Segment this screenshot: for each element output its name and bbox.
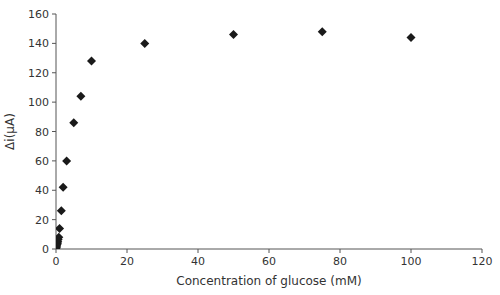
point [56, 224, 64, 233]
y-tick-label: 140 [28, 37, 49, 50]
x-axis: 0 20 40 60 80 100 120 [53, 249, 493, 268]
y-axis: 0 20 40 60 80 100 120 140 160 [28, 8, 56, 256]
y-tick [52, 102, 56, 103]
x-tick-label: 80 [333, 255, 347, 268]
point [229, 30, 238, 39]
x-tick-label: 120 [472, 255, 493, 268]
y-tick-label: 100 [28, 96, 49, 109]
y-axis-label: Δi(μA) [3, 113, 17, 150]
x-tick-label: 40 [191, 255, 205, 268]
point [56, 233, 63, 242]
point [407, 33, 416, 42]
y-tick-label: 60 [35, 155, 49, 168]
y-tick-label: 80 [35, 126, 49, 139]
y-tick-label: 120 [28, 67, 49, 80]
y-tick [52, 14, 56, 15]
point [140, 39, 149, 48]
x-tick [411, 249, 412, 253]
point [57, 206, 66, 215]
y-tick-label: 0 [42, 243, 49, 256]
x-tick-label: 100 [401, 255, 422, 268]
x-tick [340, 249, 341, 253]
x-tick [56, 249, 57, 253]
point [69, 118, 78, 127]
point [318, 27, 327, 36]
y-tick [52, 43, 56, 44]
y-tick [52, 72, 56, 73]
y-tick-label: 40 [35, 184, 49, 197]
y-tick-label: 160 [28, 8, 49, 21]
point [59, 183, 68, 192]
points [56, 27, 416, 249]
y-tick [52, 219, 56, 220]
x-tick-label: 20 [120, 255, 134, 268]
x-axis-label: Concentration of glucose (mM) [176, 274, 361, 288]
x-tick-label: 60 [262, 255, 276, 268]
x-tick [127, 249, 128, 253]
y-tick [52, 131, 56, 132]
y-tick-label: 20 [35, 214, 49, 227]
point [76, 92, 85, 101]
chart-container: 0 20 40 60 80 100 120 0 20 40 60 80 100 120 140 160 Conc… [0, 0, 500, 295]
chart-svg: 0 20 40 60 80 100 120 0 20 40 60 80 100 120 140 160 Conc… [0, 0, 500, 295]
x-tick [198, 249, 199, 253]
x-tick-label: 0 [53, 255, 60, 268]
y-tick [52, 190, 56, 191]
point [87, 57, 96, 66]
y-tick [52, 249, 56, 250]
point [62, 156, 71, 165]
x-tick [269, 249, 270, 253]
x-tick [482, 249, 483, 253]
y-tick [52, 160, 56, 161]
